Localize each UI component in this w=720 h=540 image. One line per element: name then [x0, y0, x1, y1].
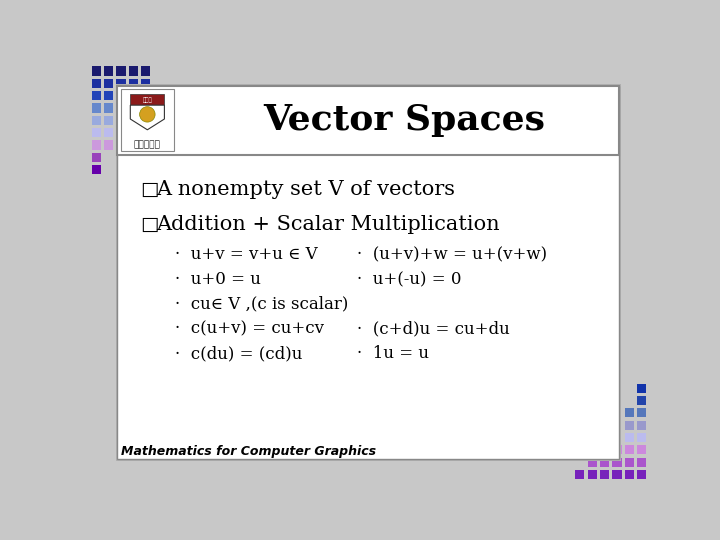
Bar	[575, 470, 585, 479]
Bar	[117, 66, 126, 76]
Bar	[600, 457, 609, 467]
Bar	[141, 66, 150, 76]
Bar	[625, 457, 634, 467]
Bar	[637, 433, 647, 442]
Bar	[637, 408, 647, 417]
Bar	[104, 140, 113, 150]
Bar	[588, 470, 597, 479]
Bar	[612, 445, 621, 455]
Bar	[91, 165, 101, 174]
Bar	[129, 66, 138, 76]
Bar	[625, 433, 634, 442]
Bar	[91, 153, 101, 162]
Bar	[104, 128, 113, 137]
Bar	[91, 140, 101, 150]
Text: Vector Spaces: Vector Spaces	[264, 103, 545, 137]
Bar	[637, 383, 647, 393]
Text: Addition + Scalar Multiplication: Addition + Scalar Multiplication	[156, 215, 500, 234]
Polygon shape	[130, 105, 164, 130]
Bar	[141, 79, 150, 88]
Bar	[625, 445, 634, 455]
Bar	[637, 421, 647, 430]
Bar	[121, 90, 174, 151]
Bar	[91, 116, 101, 125]
Bar	[91, 91, 101, 100]
Bar	[637, 457, 647, 467]
Bar	[130, 93, 164, 105]
Bar	[129, 79, 138, 88]
Text: 대학교: 대학교	[143, 97, 152, 103]
Text: Mathematics for Computer Graphics: Mathematics for Computer Graphics	[121, 445, 376, 458]
Text: ·  (c+d)u = cu+du: · (c+d)u = cu+du	[357, 320, 510, 338]
Bar	[117, 85, 619, 155]
Bar	[91, 103, 101, 112]
Bar	[117, 85, 619, 459]
Bar	[637, 445, 647, 455]
Text: A nonempty set V of vectors: A nonempty set V of vectors	[156, 180, 455, 199]
Text: ·  u+v = v+u ∈ V: · u+v = v+u ∈ V	[175, 246, 318, 264]
Text: ·  c(u+v) = cu+cv: · c(u+v) = cu+cv	[175, 320, 324, 338]
Bar	[104, 66, 113, 76]
Bar	[91, 66, 101, 76]
Bar	[104, 79, 113, 88]
Text: ·  (u+v)+w = u+(v+w): · (u+v)+w = u+(v+w)	[357, 246, 547, 264]
Text: ·  u+(-u) = 0: · u+(-u) = 0	[357, 271, 462, 288]
Text: ·  1u = u: · 1u = u	[357, 345, 429, 362]
Bar	[588, 457, 597, 467]
Bar	[612, 457, 621, 467]
Bar	[637, 396, 647, 405]
Text: □: □	[140, 215, 158, 234]
Text: 고려대학교: 고려대학교	[134, 140, 161, 150]
Text: ·  c(du) = (cd)u: · c(du) = (cd)u	[175, 345, 302, 362]
Bar	[104, 116, 113, 125]
Bar	[612, 470, 621, 479]
Bar	[600, 470, 609, 479]
Text: □: □	[140, 180, 158, 199]
Bar	[117, 79, 126, 88]
Bar	[625, 470, 634, 479]
Bar	[91, 79, 101, 88]
Text: ·  cu∈ V ,(c is scalar): · cu∈ V ,(c is scalar)	[175, 296, 348, 313]
Circle shape	[140, 107, 155, 122]
Bar	[104, 103, 113, 112]
Bar	[91, 128, 101, 137]
Bar	[625, 421, 634, 430]
Bar	[637, 470, 647, 479]
Bar	[625, 408, 634, 417]
Bar	[104, 91, 113, 100]
Text: ·  u+0 = u: · u+0 = u	[175, 271, 261, 288]
